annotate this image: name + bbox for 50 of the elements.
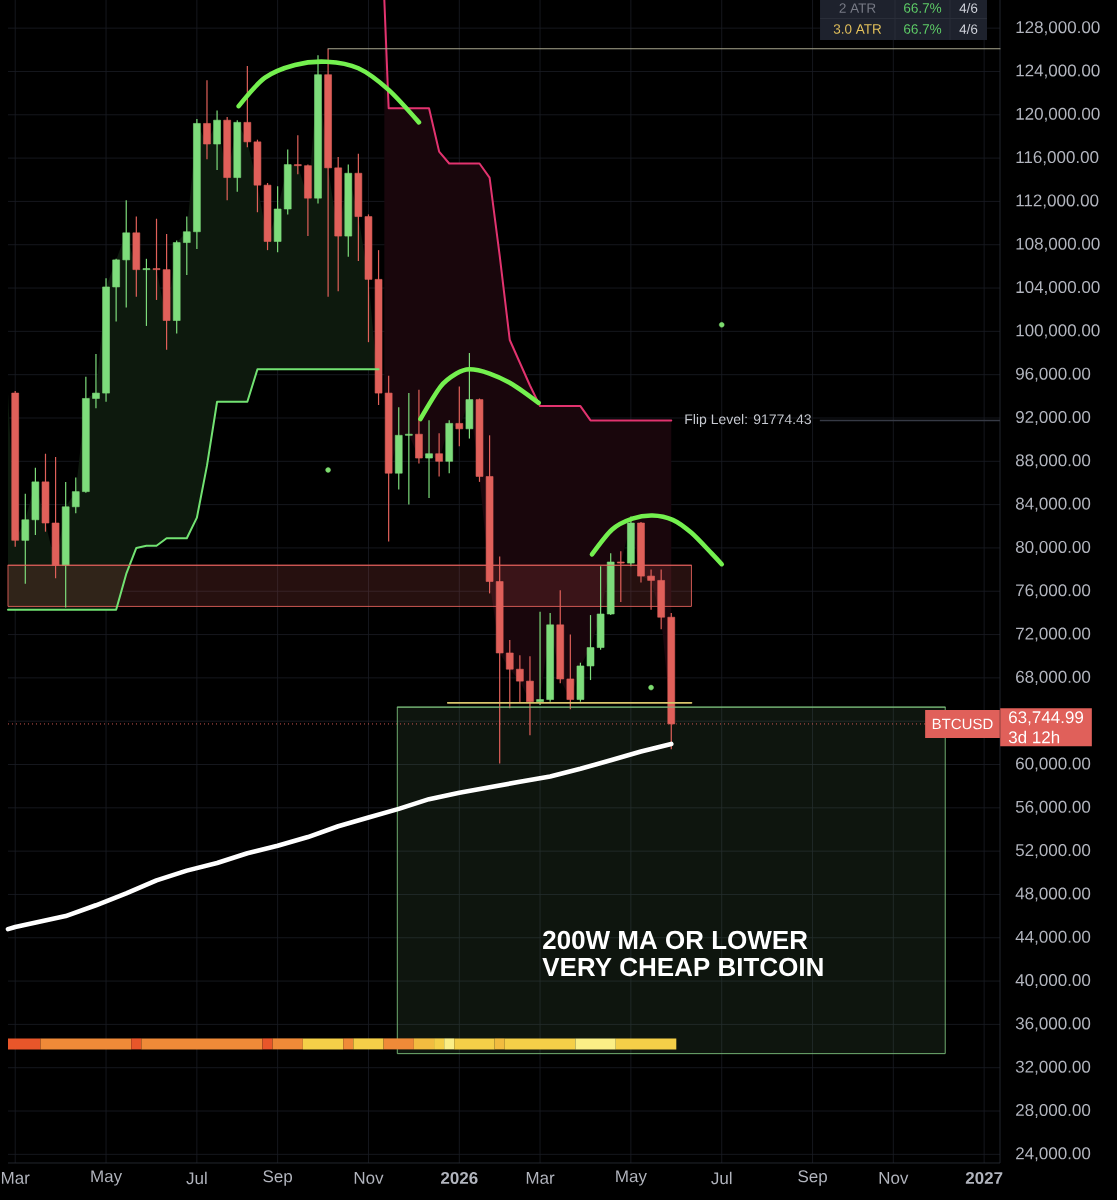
y-tick-label: 36,000.00: [1015, 1017, 1091, 1032]
x-tick-label: 2027: [965, 1171, 1003, 1185]
x-tick-label: Sep: [798, 1170, 827, 1186]
y-tick-label: 80,000.00: [1015, 540, 1091, 555]
y-tick-label: 120,000.00: [1016, 107, 1100, 122]
y-tick-label: 100,000.00: [1016, 324, 1100, 339]
x-tick-label: Nov: [354, 1172, 384, 1184]
x-tick-label: Nov: [879, 1172, 909, 1184]
y-tick-label: 28,000.00: [1016, 1104, 1091, 1119]
y-tick-label: 68,000.00: [1016, 670, 1091, 685]
annotation: 2 ATR: [839, 3, 876, 13]
x-tick-label: Sep: [263, 1170, 293, 1186]
annotation: 66.7%: [904, 3, 942, 13]
y-tick-label: 40,000.00: [1015, 974, 1091, 989]
y-tick-label: 84,000.00: [1015, 497, 1091, 512]
x-tick-label: 2026: [440, 1171, 478, 1185]
y-tick-label: 24,000.00: [1016, 1147, 1091, 1162]
y-tick-label: 60,000.00: [1016, 757, 1091, 772]
annotation: 3.0 ATR: [833, 24, 882, 34]
y-tick-label: 32,000.00: [1015, 1060, 1091, 1075]
text: 3d 12h: [1008, 730, 1060, 744]
y-tick-label: 124,000.00: [1016, 64, 1100, 79]
annotation: 200W MA OR LOWER: [543, 930, 808, 950]
y-tick-label: 96,000.00: [1016, 367, 1091, 382]
y-tick-label: 56,000.00: [1015, 800, 1091, 815]
y-tick-label: 108,000.00: [1016, 237, 1100, 252]
y-tick-label: 116,000.00: [1016, 151, 1099, 166]
x-tick-label: Jul: [711, 1171, 732, 1185]
annotation: 4/6: [959, 24, 978, 34]
y-tick-label: 92,000.00: [1016, 410, 1091, 426]
x-tick-label: May: [616, 1170, 647, 1186]
y-tick-label: 128,000.00: [1016, 21, 1100, 36]
annotation: 4/6: [959, 3, 978, 13]
y-tick-label: 88,000.00: [1015, 454, 1091, 469]
y-tick-label: 72,000.00: [1016, 627, 1091, 642]
text: 63,744.99: [1009, 711, 1084, 726]
y-tick-label: 44,000.00: [1015, 930, 1091, 945]
x-tick-label: Jul: [186, 1171, 207, 1185]
annotation: VERY CHEAP BITCOIN: [542, 957, 823, 977]
y-tick-label: 52,000.00: [1015, 844, 1091, 859]
y-tick-label: 104,000.00: [1016, 281, 1100, 296]
y-tick-label: 112,000.00: [1016, 194, 1099, 209]
x-tick-label: Mar: [1, 1172, 30, 1184]
ref-line-label: BTCUSD: [932, 718, 993, 730]
annotation: 66.7%: [904, 24, 942, 34]
y-tick-label: 76,000.00: [1016, 584, 1091, 599]
x-tick-label: May: [91, 1170, 123, 1186]
y-tick-label: 48,000.00: [1015, 887, 1091, 902]
ref-line-label: Flip Level: 91774.43: [685, 413, 811, 427]
x-tick-label: Mar: [526, 1172, 555, 1184]
